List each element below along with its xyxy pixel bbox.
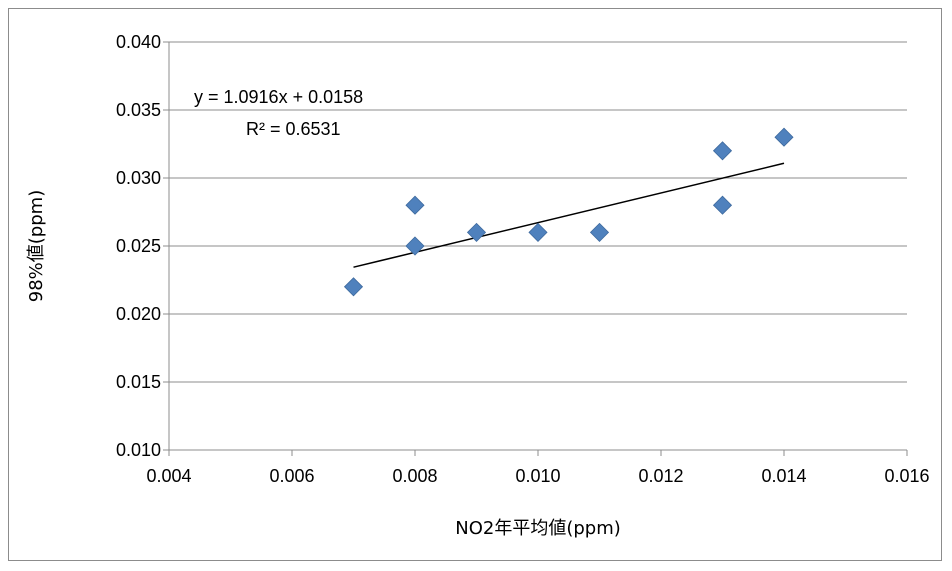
r-squared-label: R² = 0.6531 [246, 119, 341, 139]
y-tick-label: 0.010 [116, 440, 161, 460]
y-tick-label: 0.025 [116, 236, 161, 256]
data-points [343, 127, 794, 297]
data-point-5 [589, 222, 610, 242]
data-point-8 [774, 127, 794, 147]
x-tick-label: 0.014 [761, 466, 806, 486]
y-tick-label: 0.020 [116, 304, 161, 324]
trendline [353, 162, 785, 268]
trendline-equation: y = 1.0916x + 0.0158 [194, 87, 363, 107]
x-axis-title: NO2年平均値(ppm) [455, 518, 621, 539]
y-tick-label: 0.040 [116, 32, 161, 52]
data-point-7 [712, 141, 733, 161]
y-tick-label: 0.015 [116, 372, 161, 392]
x-tick-labels: 0.004 0.006 0.008 0.010 0.012 0.014 0.016 [146, 466, 929, 486]
chart-frame [8, 8, 942, 561]
x-tick-label: 0.008 [392, 466, 437, 486]
data-point-4 [528, 222, 548, 242]
data-point-3 [466, 222, 487, 242]
x-tick-label: 0.016 [884, 466, 929, 486]
y-tick-label: 0.030 [116, 168, 161, 188]
y-tick-label: 0.035 [116, 100, 161, 120]
axes [163, 41, 908, 456]
grid-lines [169, 41, 907, 383]
data-point-6 [712, 195, 733, 215]
data-point-1 [405, 236, 425, 256]
y-axis-title: 98%値(ppm) [26, 190, 47, 302]
x-tick-label: 0.012 [638, 466, 683, 486]
data-point-0 [343, 277, 364, 297]
x-tick-label: 0.006 [269, 466, 314, 486]
x-tick-label: 0.004 [146, 466, 191, 486]
y-tick-labels: 0.010 0.015 0.020 0.025 0.030 0.035 0.040 [116, 32, 161, 460]
data-point-2 [405, 195, 425, 215]
x-tick-label: 0.010 [515, 466, 560, 486]
